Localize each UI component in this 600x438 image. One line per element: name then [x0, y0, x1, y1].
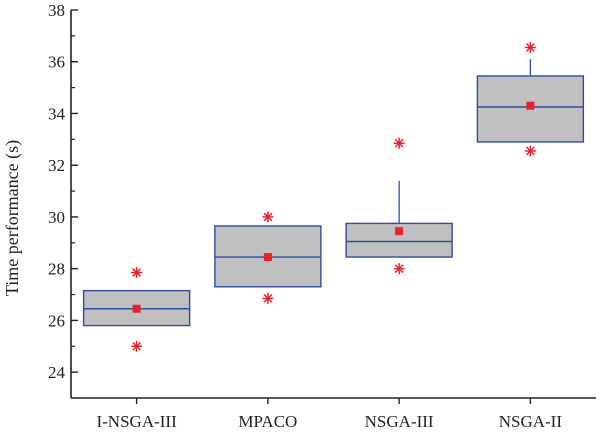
y-tick-label: 26	[48, 311, 65, 330]
mean-marker	[395, 227, 404, 236]
y-tick-label: 30	[48, 208, 65, 227]
outlier-stroke	[394, 138, 404, 148]
outlier-stroke	[394, 264, 404, 274]
box-group	[345, 180, 453, 258]
outlier-stroke	[132, 341, 142, 351]
outlier-stroke	[525, 146, 535, 156]
outlier-marker	[131, 267, 143, 279]
y-tick-label: 36	[48, 53, 65, 72]
y-tick-label: 28	[48, 260, 65, 279]
boxes	[82, 42, 585, 352]
labels: 24 26 28 30 32 34 36 38 I-NSGA-III MPACO NSGA-III N…	[48, 1, 562, 431]
box-group	[476, 59, 585, 143]
outlier-marker	[262, 292, 274, 304]
outlier-stroke	[263, 293, 273, 303]
x-tick-label: NSGA-II	[499, 412, 563, 431]
y-tick-label: 38	[48, 1, 65, 20]
mean-marker	[263, 253, 272, 262]
y-axis-title: Time performance (s)	[2, 140, 23, 296]
outlier-marker	[524, 145, 536, 157]
box-group	[214, 225, 322, 288]
x-tick-label: NSGA-III	[365, 412, 434, 431]
outlier-stroke	[525, 43, 535, 52]
x-tick-label: I-NSGA-III	[96, 412, 177, 431]
axes	[70, 9, 596, 404]
outlier-marker	[131, 340, 143, 352]
mean-marker	[526, 101, 535, 110]
mean-marker	[132, 304, 141, 313]
outlier-marker	[524, 42, 536, 54]
y-tick-label: 34	[48, 104, 66, 123]
y-tick-label: 24	[48, 363, 66, 382]
box-group	[82, 289, 191, 327]
outlier-stroke	[132, 268, 142, 277]
y-tick-label: 32	[48, 156, 65, 175]
outlier-stroke	[263, 212, 273, 222]
outlier-marker	[393, 263, 405, 275]
outlier-marker	[262, 211, 274, 223]
outlier-marker	[393, 137, 405, 149]
x-tick-label: MPACO	[238, 412, 297, 431]
